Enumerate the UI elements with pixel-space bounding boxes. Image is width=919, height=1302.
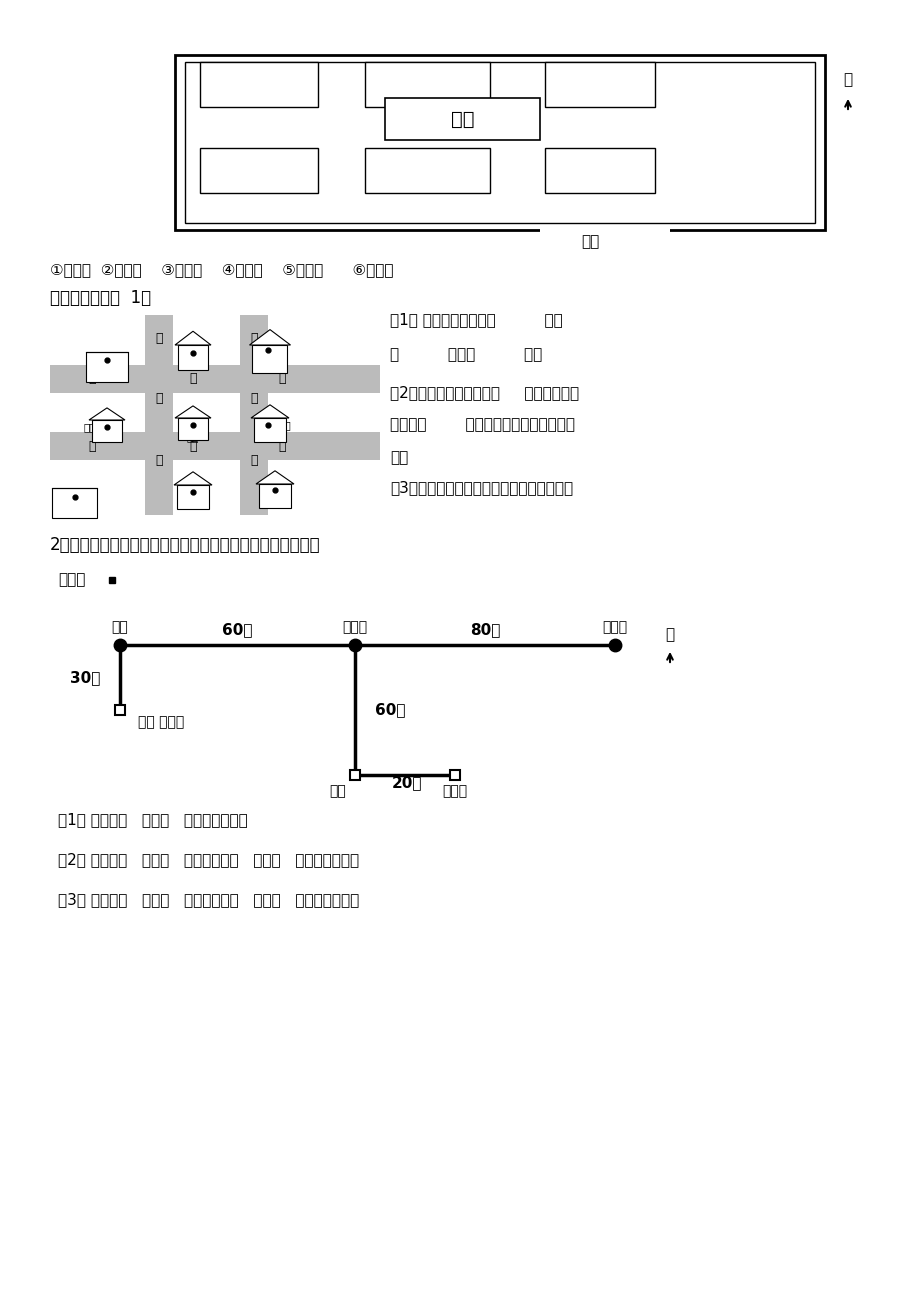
Text: 路: 路 <box>278 372 286 385</box>
Polygon shape <box>251 405 289 418</box>
Text: 80米: 80米 <box>470 622 500 638</box>
Bar <box>145 315 173 516</box>
Text: （1） 奇奇向（   ）走（   ）米到电影院。: （1） 奇奇向（ ）走（ ）米到电影院。 <box>58 812 247 828</box>
Text: 书店: 书店 <box>329 784 346 798</box>
Bar <box>365 148 490 193</box>
Text: 60米: 60米 <box>221 622 252 638</box>
Text: （2） 格格向（   ）走（   ）米，再向（   ）走（   ）米到电影院。: （2） 格格向（ ）走（ ）米，再向（ ）走（ ）米到电影院。 <box>58 853 358 867</box>
Text: 进: 进 <box>250 392 257 405</box>
Text: （1） 花园街的西面有（          ）、: （1） 花园街的西面有（ ）、 <box>390 312 562 328</box>
Text: 超市: 超市 <box>187 432 199 441</box>
Text: 平: 平 <box>189 372 197 385</box>
Text: 前: 前 <box>250 332 257 345</box>
Text: 60米: 60米 <box>375 703 405 717</box>
Bar <box>199 148 318 193</box>
Polygon shape <box>175 331 210 345</box>
Bar <box>177 345 208 370</box>
Text: （3） 皮皮向（   ）走（   ）米，再向（   ）走（   ）米到电影院。: （3） 皮皮向（ ）走（ ）米，再向（ ）走（ ）米到电影院。 <box>58 892 358 907</box>
Text: 街: 街 <box>250 453 257 466</box>
Bar <box>50 365 380 393</box>
Text: 图书馆: 图书馆 <box>184 499 202 509</box>
Bar <box>544 148 654 193</box>
Text: （3）请你说一说小川去邮局，可以怎么走？: （3）请你说一说小川去邮局，可以怎么走？ <box>390 480 573 496</box>
Text: 奇奇家: 奇奇家 <box>602 620 627 634</box>
Text: 图标：: 图标： <box>58 573 85 587</box>
Bar <box>240 315 267 516</box>
Text: 小林家: 小林家 <box>184 359 202 370</box>
Bar <box>539 228 669 238</box>
Bar <box>252 345 287 372</box>
Text: 京: 京 <box>189 440 197 453</box>
Bar <box>254 418 286 441</box>
Bar <box>544 62 654 107</box>
Text: 北: 北 <box>664 628 674 642</box>
Bar <box>177 418 208 440</box>
Text: 展厅: 展厅 <box>450 109 473 129</box>
Bar <box>92 421 122 441</box>
Text: 大门: 大门 <box>580 234 598 250</box>
Text: （          ）、（          ）。: （ ）、（ ）。 <box>390 348 541 362</box>
Text: 小吃店: 小吃店 <box>273 421 291 430</box>
Text: （2）图书馆在小林家的（     ），小吃店在: （2）图书馆在小林家的（ ），小吃店在 <box>390 385 578 401</box>
Text: 2、三个小朗友都从家出发去看电影，请你根据下图填一填。: 2、三个小朗友都从家出发去看电影，请你根据下图填一填。 <box>50 536 321 553</box>
Bar <box>176 486 209 509</box>
Polygon shape <box>89 408 125 421</box>
Bar <box>384 98 539 141</box>
Bar <box>85 352 128 381</box>
Text: 花: 花 <box>155 332 163 345</box>
Bar <box>365 62 490 107</box>
Text: 邮局: 邮局 <box>271 355 283 365</box>
Text: 格格家: 格格家 <box>442 784 467 798</box>
Text: ①环保屋  ②电脑屋    ③天文馆    ④航模馆    ⑤气象馆      ⑥生物馆: ①环保屋 ②电脑屋 ③天文馆 ④航模馆 ⑤气象馆 ⑥生物馆 <box>50 263 393 277</box>
Text: 超市的（        ）面，小川家在小林家的（: 超市的（ ）面，小川家在小林家的（ <box>390 418 574 432</box>
Bar <box>175 55 824 230</box>
Text: 街: 街 <box>155 453 163 466</box>
Text: 电影院: 电影院 <box>65 504 85 514</box>
Bar <box>50 432 380 460</box>
Bar <box>199 62 318 107</box>
Text: 路: 路 <box>278 440 286 453</box>
Polygon shape <box>255 471 294 484</box>
Bar <box>185 62 814 223</box>
Text: 邮局: 邮局 <box>111 620 129 634</box>
Text: 和: 和 <box>88 372 96 385</box>
Text: 30米: 30米 <box>70 671 100 685</box>
Text: 北: 北 <box>843 73 852 87</box>
Text: 图： 皮皮家: 图： 皮皮家 <box>138 715 184 729</box>
Bar <box>259 484 290 508</box>
Text: 园: 园 <box>155 392 163 405</box>
Polygon shape <box>249 329 290 345</box>
Text: 电视台: 电视台 <box>85 365 104 375</box>
Text: 音像店: 音像店 <box>266 497 284 506</box>
Text: 20米: 20米 <box>391 776 422 790</box>
Polygon shape <box>175 406 210 418</box>
Text: 电影院: 电影院 <box>342 620 368 634</box>
Bar <box>52 488 97 518</box>
Text: 小川家: 小川家 <box>83 422 102 432</box>
Polygon shape <box>174 471 211 486</box>
Text: 三、解决问题：  1、: 三、解决问题： 1、 <box>50 289 151 307</box>
Text: 北: 北 <box>88 440 96 453</box>
Text: 面。: 面。 <box>390 450 408 466</box>
